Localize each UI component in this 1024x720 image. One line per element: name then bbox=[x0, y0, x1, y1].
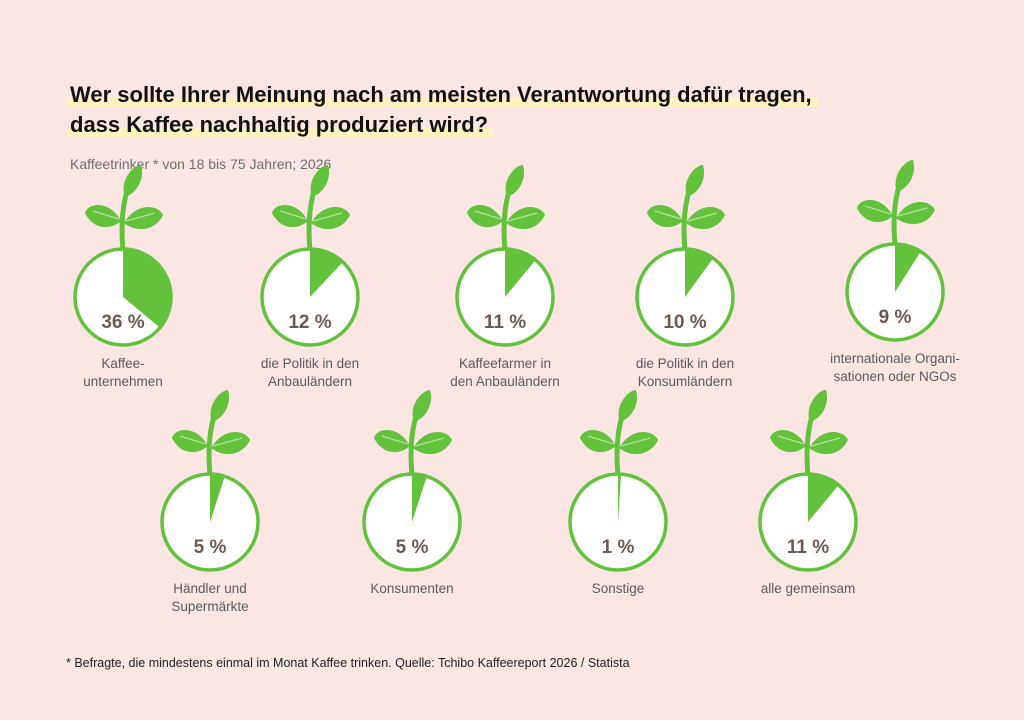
percent-label: 36 % bbox=[101, 312, 144, 333]
plant-leaf bbox=[505, 165, 525, 197]
category-label: Kaffeefarmer in den Anbauländern bbox=[450, 356, 560, 389]
pie-chart-group: 5 % bbox=[362, 390, 462, 572]
plant-leaf bbox=[896, 201, 935, 225]
pie-chart-group: 12 % bbox=[260, 165, 360, 347]
pie-chart-group: 11 % bbox=[455, 165, 555, 347]
plant-leaf bbox=[124, 206, 163, 230]
pie-slice bbox=[505, 249, 536, 297]
footnote: * Befragte, die mindestens einmal im Mon… bbox=[66, 656, 630, 670]
pie-slice bbox=[618, 473, 622, 522]
pie-chart-group: 11 % bbox=[758, 390, 858, 572]
pie-slice bbox=[210, 474, 225, 522]
plant-leaf bbox=[311, 206, 350, 230]
plant-leaf bbox=[211, 431, 250, 455]
percent-label: 1 % bbox=[602, 537, 635, 558]
percent-label: 12 % bbox=[288, 312, 331, 333]
category-label: die Politik in den Konsumländern bbox=[635, 356, 735, 389]
plant-leaf bbox=[647, 204, 683, 228]
plant-leaf bbox=[272, 204, 308, 228]
percent-label: 11 % bbox=[484, 312, 526, 333]
pie-chart-group: 36 % bbox=[73, 165, 173, 347]
plant-leaf bbox=[686, 206, 725, 230]
category-label: alle gemeinsam bbox=[760, 581, 856, 596]
plant-leaf bbox=[172, 429, 208, 453]
plant-leaf bbox=[809, 431, 848, 455]
pie-slice bbox=[895, 244, 921, 292]
plant-leaf bbox=[618, 390, 638, 422]
pie-slice bbox=[412, 474, 427, 522]
percent-label: 5 % bbox=[194, 537, 227, 558]
plant-leaf bbox=[210, 390, 230, 422]
pie-chart-group: 10 % bbox=[635, 165, 735, 347]
category-label: die Politik in den Anbauländern bbox=[260, 356, 360, 389]
pie-slice bbox=[310, 249, 343, 297]
chart-title-line-2: dass Kaffee nachhaltig produziert wird? bbox=[68, 110, 495, 140]
category-label: Händler und Supermärkte bbox=[171, 581, 249, 614]
plant-leaf bbox=[770, 429, 806, 453]
percent-label: 11 % bbox=[787, 537, 829, 558]
plant-leaf bbox=[685, 165, 705, 197]
plant-leaf bbox=[808, 390, 828, 422]
plant-leaf bbox=[310, 165, 330, 197]
plant-leaf bbox=[619, 431, 658, 455]
plant-leaf bbox=[506, 206, 545, 230]
category-label: Sonstige bbox=[591, 581, 645, 596]
plant-leaf bbox=[85, 204, 121, 228]
pie-slice bbox=[685, 249, 714, 297]
percent-label: 10 % bbox=[663, 312, 706, 333]
pie-chart-group: 9 % bbox=[845, 160, 945, 342]
chart-title-line-1: Wer sollte Ihrer Meinung nach am meisten… bbox=[68, 80, 818, 110]
pie-slice bbox=[808, 474, 839, 522]
plant-leaf bbox=[467, 204, 503, 228]
category-label: Konsumenten bbox=[370, 581, 454, 596]
percent-label: 9 % bbox=[879, 307, 912, 328]
plant-leaf bbox=[412, 390, 432, 422]
plant-leaf bbox=[413, 431, 452, 455]
percent-label: 5 % bbox=[396, 537, 429, 558]
plant-leaf bbox=[580, 429, 616, 453]
chart-title: Wer sollte Ihrer Meinung nach am meisten… bbox=[68, 80, 948, 140]
plant-leaf bbox=[895, 160, 915, 192]
plant-leaf bbox=[123, 165, 143, 197]
category-label: internationale Organi- sationen oder NGO… bbox=[830, 351, 960, 384]
plant-leaf bbox=[374, 429, 410, 453]
pie-chart-group: 1 % bbox=[568, 390, 668, 572]
category-label: Kaffee- unternehmen bbox=[83, 356, 163, 389]
plant-leaf bbox=[857, 199, 893, 223]
pie-slice bbox=[123, 249, 171, 328]
pie-chart-group: 5 % bbox=[160, 390, 260, 572]
